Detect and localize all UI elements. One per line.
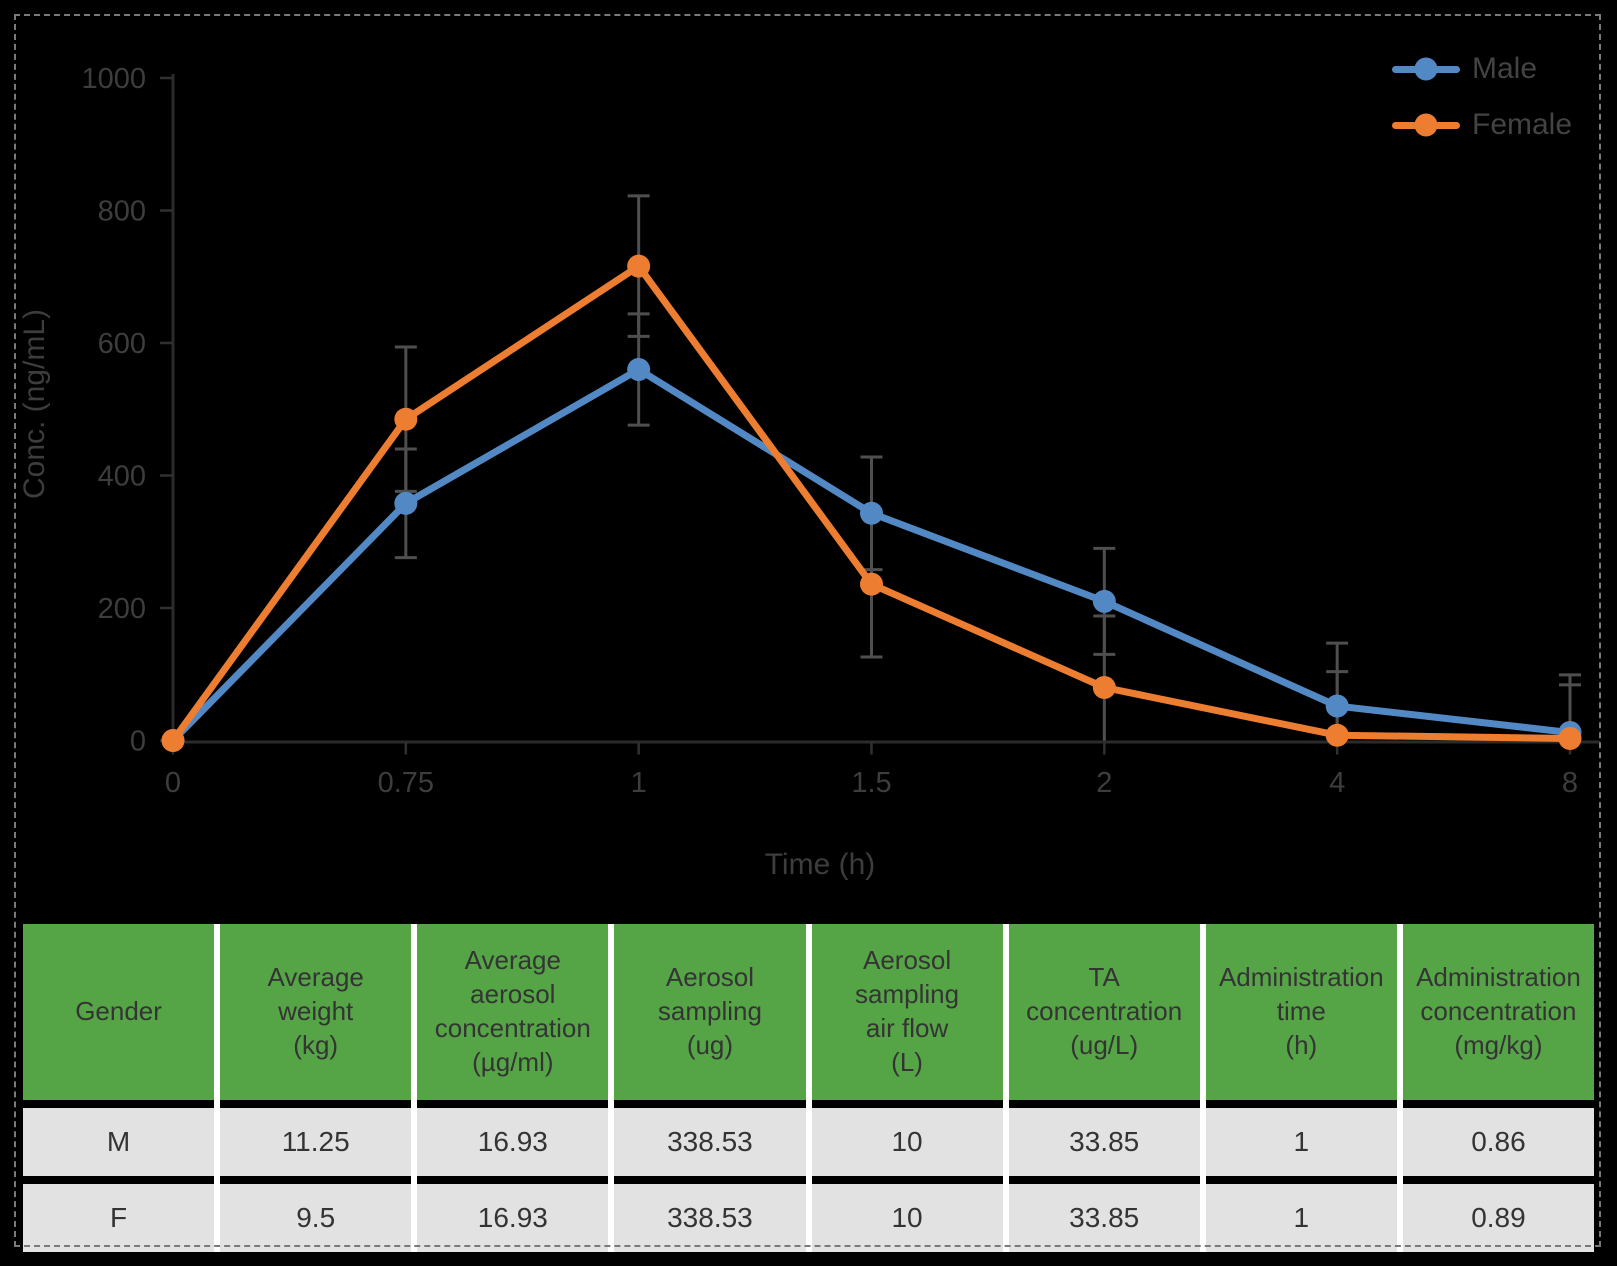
x-tick-label: 8 [1562,767,1578,799]
header-cell-1: Average weight (kg) [220,924,412,1100]
x-tick-label: 0.75 [378,767,434,799]
legend-label-female: Female [1472,108,1573,141]
table-cell-r1-c5: 33.85 [1008,1184,1200,1252]
header-cell-3: Aerosol sampling (ug) [614,924,806,1100]
column-separator [1396,924,1403,1252]
female-marker [1558,727,1582,751]
legend-item-male: Male [1392,52,1572,86]
chart-legend: Male Female [1392,52,1572,142]
x-axis-title: Time (h) [765,848,876,881]
table-cell-r0-c1: 11.25 [220,1108,412,1176]
table-cell-r1-c7: 0.89 [1402,1184,1594,1252]
male-marker [860,501,883,525]
female-line-swatch [1392,113,1460,137]
column-separator [411,924,418,1252]
table-cell-r1-c1: 9.5 [220,1184,412,1252]
column-separator [1199,924,1206,1252]
y-tick-label: 200 [98,593,146,625]
y-tick-label: 800 [98,196,146,228]
female-marker-icon [1414,113,1438,137]
male-marker [627,358,651,381]
x-tick-label: 4 [1329,767,1345,799]
table-cell-r0-c2: 16.93 [417,1108,609,1176]
axes: 0 200 400 600 800 1000 0 0.75 1 1.5 2 4 8 [81,63,1600,799]
pk-parameters-table: Gender Average weight (kg) Average aerosol… [23,924,1594,1252]
error-bars [394,194,1581,741]
x-tick-label: 2 [1096,767,1112,799]
y-tick-label: 1000 [81,63,146,95]
column-separator [214,924,221,1252]
male-marker [1092,589,1116,613]
header-cell-5: TA concentration (ug/L) [1008,924,1200,1100]
y-tick-label: 400 [98,461,146,493]
female-marker [1092,676,1116,699]
female-marker [161,729,185,752]
female-marker [394,407,418,431]
table-cell-r0-c4: 10 [811,1108,1003,1176]
column-separator [805,924,812,1252]
table-cell-r1-c6: 1 [1205,1184,1397,1252]
x-tick-label: 1.5 [851,767,891,799]
male-marker-icon [1414,57,1438,81]
male-marker [1325,694,1349,718]
table-cell-r0-c0: M [23,1108,215,1176]
y-tick-label: 600 [98,328,146,360]
table-cell-r0-c5: 33.85 [1008,1108,1200,1176]
header-cell-2: Average aerosol concentration (µg/ml) [417,924,609,1100]
y-axis-title: Conc. (ng/mL) [18,309,51,499]
header-cell-6: Administration time (h) [1205,924,1397,1100]
y-tick-label: 0 [130,726,146,758]
header-cell-0: Gender [23,924,215,1100]
legend-label-male: Male [1472,52,1538,85]
table-cell-r0-c6: 1 [1205,1108,1397,1176]
table-cell-r0-c3: 338.53 [614,1108,806,1176]
legend-item-female: Female [1392,108,1572,142]
female-series [161,254,1582,752]
column-separator [1002,924,1009,1252]
male-marker [394,491,418,515]
male-line-swatch [1392,57,1460,81]
table-cell-r0-c7: 0.86 [1402,1108,1594,1176]
female-marker [860,572,883,596]
table-cell-r1-c3: 338.53 [614,1184,806,1252]
female-marker [627,254,651,278]
pk-line-chart: 0 200 400 600 800 1000 0 0.75 1 1.5 2 4 8 Time (h) Con… [18,63,1600,881]
column-separator [608,924,615,1252]
x-tick-label: 0 [165,767,181,799]
x-tick-label: 1 [631,767,647,799]
table-cell-r1-c0: F [23,1184,215,1252]
header-cell-7: Administration concentration (mg/kg) [1402,924,1594,1100]
table-cell-r1-c2: 16.93 [417,1184,609,1252]
female-marker [1325,723,1349,747]
header-cell-4: Aerosol sampling air flow (L) [811,924,1003,1100]
table-cell-r1-c4: 10 [811,1184,1003,1252]
